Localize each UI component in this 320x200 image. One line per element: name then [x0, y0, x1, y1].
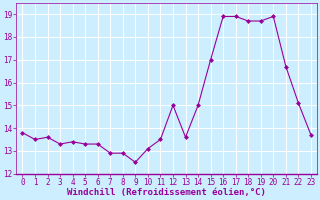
X-axis label: Windchill (Refroidissement éolien,°C): Windchill (Refroidissement éolien,°C) — [67, 188, 266, 197]
